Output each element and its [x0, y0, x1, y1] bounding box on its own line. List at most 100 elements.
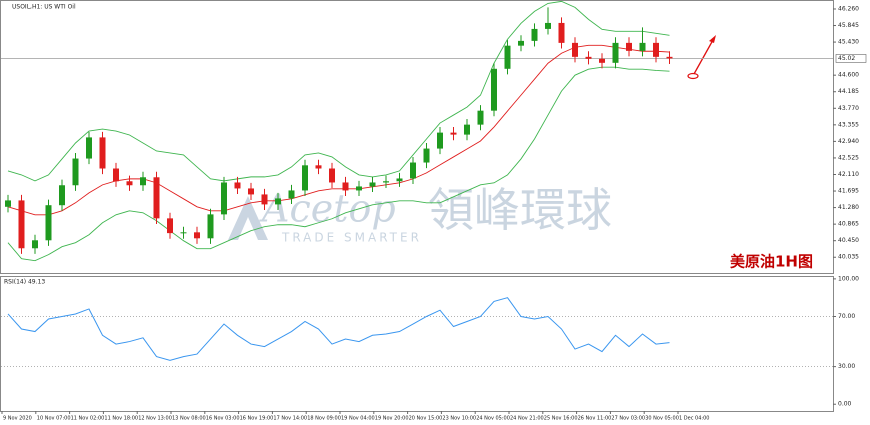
current-price-box [835, 54, 867, 63]
candle-body [167, 218, 173, 234]
candle-body [612, 42, 619, 63]
candle-body [383, 181, 389, 183]
candle-body [666, 56, 673, 59]
x-tick-label: 30 Nov 05:00 [645, 416, 679, 422]
y-tick-label: 40.035 [838, 254, 859, 261]
y-tick-label: 45.430 [838, 39, 859, 46]
candle-body [302, 165, 308, 191]
band-line [7, 66, 670, 262]
candle-body [99, 137, 106, 169]
x-tick-label: 24 Nov 21:00 [510, 416, 544, 422]
candle-body [275, 198, 281, 205]
candle-body [315, 165, 322, 169]
candle-body [558, 22, 565, 43]
x-tick-label: 26 Nov 11:00 [578, 416, 612, 422]
y-tick-label: 42.940 [838, 138, 859, 145]
candle-body [423, 148, 430, 163]
x-tick-label: 11 Nov 02:00 [71, 416, 105, 422]
watermark-name: 領峰環球 [428, 183, 612, 237]
candle-body [437, 132, 443, 149]
candle-body [369, 182, 376, 187]
candle-body [194, 232, 200, 239]
candle-body [32, 240, 38, 249]
candle-body [86, 137, 92, 159]
y-tick-label: 40.450 [838, 237, 859, 244]
candle-body [626, 42, 632, 51]
candle-body [410, 162, 416, 179]
candle-body [464, 124, 470, 135]
x-tick-label: 20 Nov 15:00 [409, 416, 443, 422]
current-price-label: 45.02 [838, 55, 855, 62]
y-tick-label: 100.00 [838, 275, 859, 282]
candle-body [113, 168, 119, 182]
y-tick-label: 44.185 [838, 88, 859, 95]
candle-body [585, 56, 592, 59]
watermark-slogan: TRADE SMARTER [281, 231, 422, 245]
y-tick-label: 43.770 [838, 105, 859, 112]
x-tick-label: 23 Nov 10:00 [442, 416, 476, 422]
y-tick-label: 30.00 [838, 363, 855, 370]
candle-body [221, 182, 227, 215]
x-tick-label: 13 Nov 08:00 [172, 416, 206, 422]
candle-body [59, 185, 65, 206]
x-tick-label: 11 Nov 18:00 [104, 416, 138, 422]
y-tick-label: 0.00 [838, 401, 852, 408]
watermark: Acetop 領峰環球 TRADE SMARTER [228, 183, 612, 245]
candle-body [45, 205, 52, 241]
arrow-shaft [693, 39, 714, 75]
candle-body [180, 232, 187, 234]
x-tick-label: 10 Nov 07:00 [37, 416, 71, 422]
y-tick-label: 41.695 [838, 188, 859, 195]
candle-body [518, 40, 524, 46]
y-tick-label: 40.865 [838, 221, 859, 228]
candle-body [207, 214, 214, 239]
watermark-brand: Acetop [259, 187, 396, 231]
candle-body [356, 186, 362, 191]
candle-body [329, 168, 335, 183]
x-tick-label: 18 Nov 09:00 [307, 416, 341, 422]
candle-body [342, 182, 349, 191]
y-tick-label: 42.110 [838, 171, 859, 178]
candle-body [653, 42, 659, 57]
annotation: 美原油1H图 [730, 253, 813, 271]
candle-body [491, 68, 497, 111]
main-panel [0, 0, 834, 274]
candle-body [5, 200, 11, 207]
x-tick-label: 17 Nov 14:00 [273, 416, 307, 422]
rsi-panel [0, 276, 834, 412]
x-tick-label: 19 Nov 20:00 [375, 416, 409, 422]
candle-body [288, 190, 295, 199]
y-tick-label: 42.525 [838, 154, 859, 161]
candle-body [599, 58, 605, 63]
rsi-line [7, 297, 670, 361]
candle-body [126, 181, 133, 186]
candle-body [477, 110, 484, 125]
marker-ellipse [687, 72, 699, 80]
candle-body [72, 158, 79, 186]
arrow [687, 35, 716, 80]
y-tick-label: 41.280 [838, 204, 859, 211]
y-tick-label: 45.845 [838, 22, 859, 29]
candle-body [639, 42, 646, 51]
x-tick-label: 19 Nov 04:00 [341, 416, 375, 422]
candle-body [140, 177, 146, 186]
x-tick-label: 9 Nov 2020 [3, 416, 32, 422]
candle-body [248, 188, 254, 195]
candle-body [261, 194, 268, 205]
x-tick-label: 24 Nov 05:00 [476, 416, 510, 422]
candle-body [153, 177, 160, 219]
candle-body [396, 178, 403, 182]
candle-body [234, 182, 241, 189]
chart-title: USOIL,H1: US WTI Oil [12, 4, 76, 11]
rsi-title: RSI(14) 49.13 [4, 279, 45, 286]
y-tick-label: 46.260 [838, 5, 859, 12]
x-tick-label: 25 Nov 16:00 [544, 416, 578, 422]
x-tick-label: 16 Nov 19:00 [240, 416, 274, 422]
band-line [7, 0, 670, 182]
y-tick-label: 70.00 [838, 313, 855, 320]
y-tick-label: 44.600 [838, 72, 859, 79]
y-tick-label: 43.355 [838, 121, 859, 128]
x-tick-label: 1 Dec 04:00 [679, 416, 709, 422]
x-tick-label: 12 Nov 13:00 [138, 416, 172, 422]
